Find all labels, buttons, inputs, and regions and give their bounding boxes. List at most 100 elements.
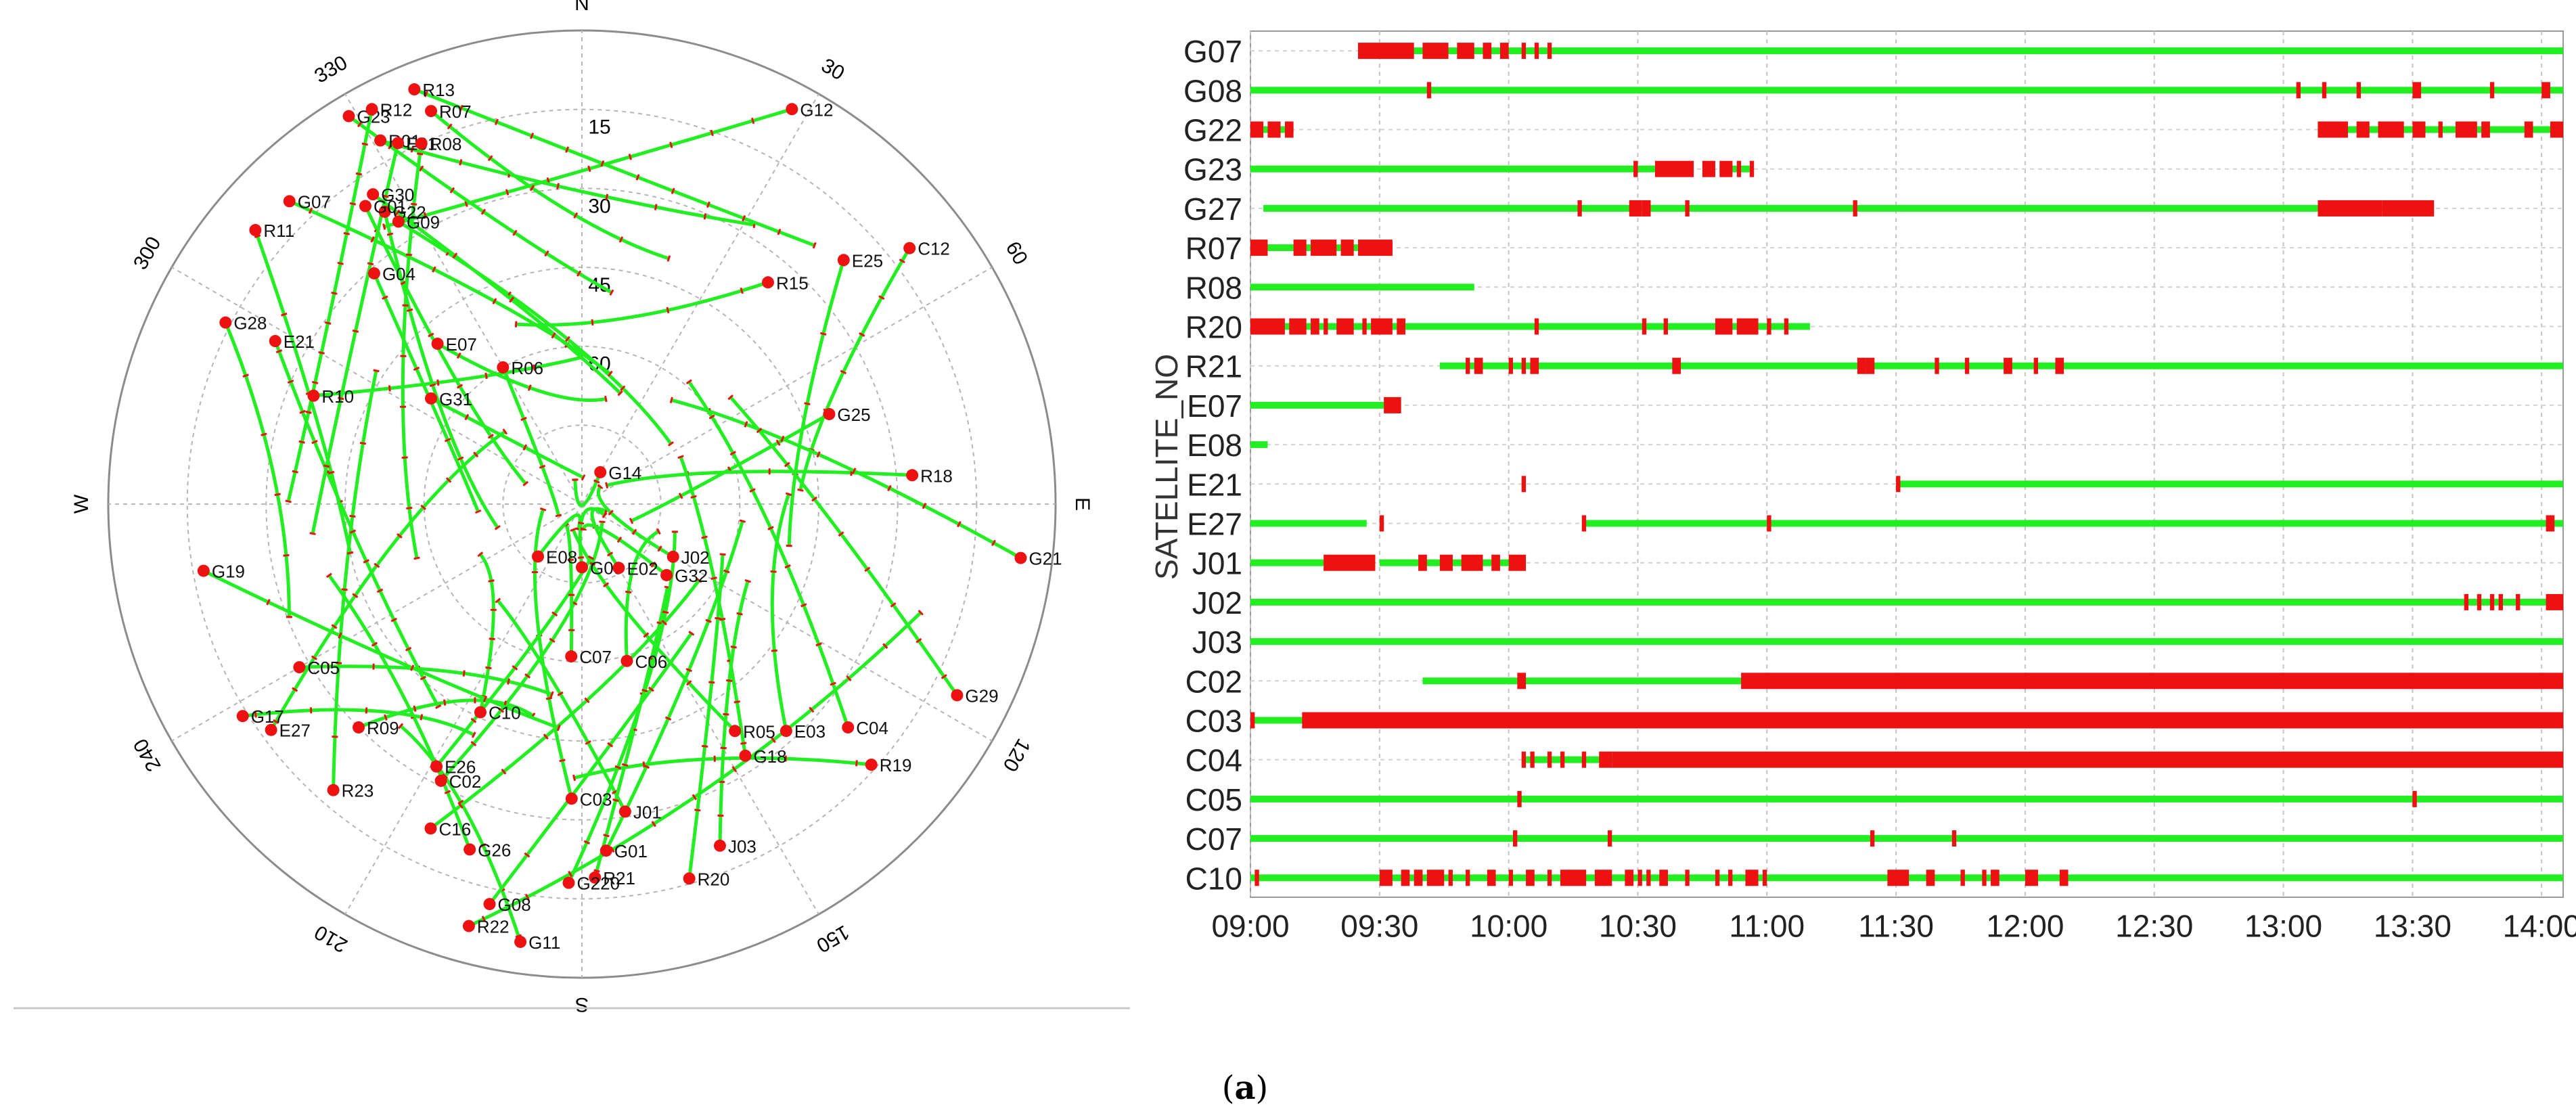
satellite-end-marker xyxy=(779,725,792,738)
satellite-track xyxy=(501,366,561,517)
slip-segment xyxy=(1302,712,2563,729)
track-segment xyxy=(1250,323,1810,330)
satellite-label: G18 xyxy=(753,746,786,767)
slip-segment xyxy=(2516,593,2521,610)
caption-close: ) xyxy=(1255,1069,1269,1107)
y-tick-label: G07 xyxy=(1183,34,1242,69)
satellite-label: R15 xyxy=(776,273,809,293)
slip-segment xyxy=(1857,357,1866,374)
x-tick-label: 12:30 xyxy=(2115,908,2193,943)
satellite-track xyxy=(495,598,627,813)
slip-segment xyxy=(1715,318,1733,335)
x-tick-label: 11:00 xyxy=(1729,908,1805,943)
y-tick-label: G08 xyxy=(1183,73,1242,108)
slip-segment xyxy=(1991,869,1999,886)
satellite-label: G08 xyxy=(498,895,531,915)
slip-segment xyxy=(1642,318,1647,335)
slip-segment xyxy=(1685,869,1690,886)
slip-segment xyxy=(1530,751,1535,768)
satellite-label: J02 xyxy=(681,547,710,568)
slip-segment xyxy=(1457,43,1474,60)
satellite-track xyxy=(604,520,745,852)
satellite-track xyxy=(439,520,604,782)
satellite-label: E08 xyxy=(546,547,577,567)
satellite-end-marker xyxy=(951,689,964,702)
satellite-label: R18 xyxy=(920,466,953,486)
slip-segment xyxy=(1745,869,1759,886)
satellite-label: R09 xyxy=(367,718,399,738)
x-tick-label: 09:30 xyxy=(1340,908,1418,943)
slip-segment xyxy=(1926,869,1935,886)
satellite-label: R10 xyxy=(321,386,354,407)
slip-segment xyxy=(1521,357,1527,374)
satellite-end-marker xyxy=(903,242,916,254)
slip-segment xyxy=(1560,869,1587,886)
satellite-track xyxy=(430,397,585,480)
y-tick-label: C02 xyxy=(1185,664,1242,699)
slip-segment xyxy=(1866,357,1875,374)
slip-segment xyxy=(1311,318,1319,335)
slip-segment xyxy=(1612,751,2563,768)
slip-segment xyxy=(1324,318,1328,335)
slip-segment xyxy=(2378,121,2404,138)
satellite-end-marker xyxy=(359,200,371,212)
satellite-label: R08 xyxy=(430,134,462,154)
slip-segment xyxy=(1547,869,1552,886)
track-segment xyxy=(1250,165,1655,173)
satellite-label: G25 xyxy=(837,405,870,425)
slip-segment xyxy=(1607,830,1612,847)
satellite-end-marker xyxy=(483,898,496,911)
satellite-track xyxy=(311,142,400,535)
satellite-track xyxy=(273,340,440,708)
slip-segment xyxy=(1637,869,1642,886)
slip-segment xyxy=(1483,43,1492,60)
satellite-end-marker xyxy=(514,935,527,948)
satellite-track xyxy=(371,193,623,395)
direction-label: W xyxy=(70,494,93,514)
satellite-track xyxy=(581,523,668,577)
satellite-track xyxy=(728,395,959,696)
track-segment xyxy=(1358,47,2563,55)
satellite-track xyxy=(332,369,378,790)
slip-segment xyxy=(1581,751,1587,768)
satellite-end-marker xyxy=(612,562,625,574)
slip-segment xyxy=(1951,830,1957,847)
satellite-end-marker xyxy=(424,822,437,835)
elevation-label: 15 xyxy=(588,116,610,139)
timeline-grid xyxy=(1250,31,2563,898)
x-tick-label: 10:30 xyxy=(1599,908,1677,943)
azimuth-spoke xyxy=(581,503,993,742)
satellite-end-marker xyxy=(236,710,249,723)
satellite-track xyxy=(798,247,911,492)
satellite-label: R19 xyxy=(880,755,912,775)
satellite-end-marker xyxy=(365,103,378,116)
satellite-track xyxy=(629,412,830,523)
slip-segment xyxy=(1422,43,1449,60)
satellite-track xyxy=(269,429,507,731)
satellite-end-marker xyxy=(425,105,438,118)
slip-segment xyxy=(1418,554,1427,571)
track-segment xyxy=(1250,795,2563,803)
slip-segment xyxy=(1784,318,1789,335)
azimuth-spoke xyxy=(581,267,993,505)
satellite-label: E07 xyxy=(446,334,477,355)
azimuth-spoke xyxy=(344,93,583,505)
y-tick-label: R21 xyxy=(1185,349,1242,384)
satellite-label: J01 xyxy=(633,802,662,822)
satellite-label: G28 xyxy=(233,313,267,334)
satellite-end-marker xyxy=(430,760,443,773)
satellite-label: R23 xyxy=(342,781,374,801)
slip-segment xyxy=(1293,240,1307,256)
satellite-end-marker xyxy=(434,774,447,787)
satellite-end-marker xyxy=(374,134,387,147)
slip-segment xyxy=(1599,751,1612,768)
caption-open: ( xyxy=(1221,1069,1235,1107)
satellite-end-marker xyxy=(594,466,607,478)
slip-segment xyxy=(1853,200,1857,217)
satellite-track xyxy=(397,220,673,446)
satellite-track xyxy=(382,107,793,229)
satellite-track xyxy=(533,507,574,799)
satellite-label: C16 xyxy=(438,819,471,839)
y-tick-label: J01 xyxy=(1192,546,1242,581)
satellite-end-marker xyxy=(565,650,578,663)
